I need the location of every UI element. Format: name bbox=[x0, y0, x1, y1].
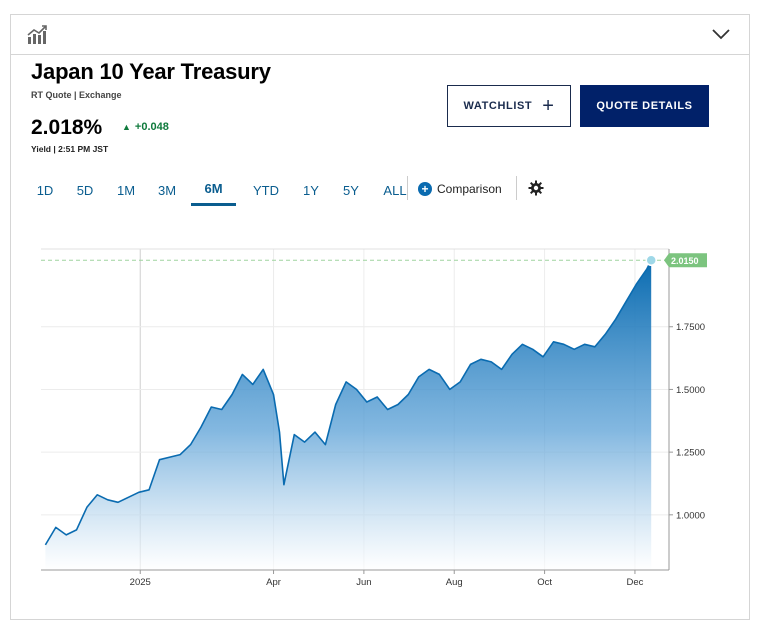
tab-1y[interactable]: 1Y bbox=[303, 182, 319, 198]
tab-all[interactable]: ALL bbox=[383, 182, 407, 198]
x-tick-label: Aug bbox=[446, 577, 463, 588]
watchlist-button[interactable]: WATCHLIST + bbox=[447, 85, 571, 127]
y-tick-label: 1.2500 bbox=[676, 448, 705, 459]
tab-3m[interactable]: 3M bbox=[157, 182, 177, 198]
tab-1m[interactable]: 1M bbox=[116, 182, 136, 198]
watchlist-label: WATCHLIST bbox=[463, 100, 533, 112]
yield-timestamp: Yield | 2:51 PM JST bbox=[31, 144, 109, 154]
tab-ytd[interactable]: YTD bbox=[253, 182, 279, 198]
up-triangle-icon: ▲ bbox=[122, 122, 131, 132]
x-tick-label: 2025 bbox=[130, 577, 151, 588]
chevron-down-icon[interactable] bbox=[711, 27, 731, 41]
tab-5d[interactable]: 5D bbox=[76, 182, 94, 198]
tab-divider bbox=[407, 176, 408, 200]
last-value-badge bbox=[664, 253, 707, 268]
quote-details-button[interactable]: QUOTE DETAILS bbox=[580, 85, 709, 127]
series-area bbox=[45, 260, 652, 570]
plus-icon: + bbox=[542, 95, 555, 117]
last-value-label: 2.0150 bbox=[671, 256, 699, 266]
tab-5y[interactable]: 5Y bbox=[343, 182, 359, 198]
chart-icon[interactable] bbox=[26, 24, 48, 46]
quote-source: RT Quote | Exchange bbox=[31, 90, 122, 100]
y-tick-label: 1.7500 bbox=[676, 322, 705, 333]
x-tick-label: Apr bbox=[266, 577, 281, 588]
page-title: Japan 10 Year Treasury bbox=[31, 59, 271, 84]
tab-1d[interactable]: 1D bbox=[36, 182, 54, 198]
gear-icon[interactable] bbox=[528, 180, 544, 196]
series-line bbox=[44, 259, 652, 546]
last-value-marker bbox=[645, 254, 657, 267]
comparison-label: Comparison bbox=[437, 182, 502, 196]
change-value: +0.048 bbox=[134, 121, 169, 133]
comparison-button[interactable]: + Comparison bbox=[418, 178, 502, 200]
x-tick-label: Oct bbox=[537, 577, 552, 588]
tab-6m[interactable]: 6M bbox=[191, 174, 236, 206]
x-tick-label: Jun bbox=[356, 577, 371, 588]
current-yield: 2.018% bbox=[31, 116, 103, 139]
y-tick-label: 1.0000 bbox=[676, 510, 705, 521]
yield-change: ▲ +0.048 bbox=[122, 121, 169, 133]
y-tick-label: 1.5000 bbox=[676, 385, 705, 396]
card-header-bar bbox=[11, 15, 749, 55]
settings-divider bbox=[516, 176, 517, 200]
plus-circle-icon: + bbox=[418, 182, 432, 196]
x-tick-label: Dec bbox=[626, 577, 643, 588]
